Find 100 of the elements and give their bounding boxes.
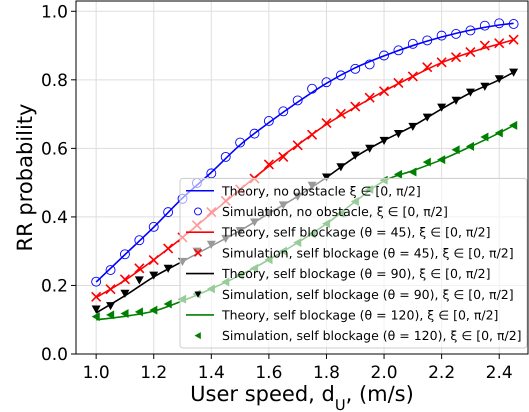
- legend-label: Simulation, self blockage (θ = 90), ξ ∈ [0, π/2]: [222, 286, 514, 302]
- point: [90, 291, 102, 302]
- x-tick-label: 1.4: [198, 363, 225, 383]
- point: [105, 284, 116, 295]
- point: [450, 52, 462, 63]
- point: [192, 220, 202, 230]
- x-tick-label: 1.2: [140, 363, 168, 383]
- point: [380, 136, 389, 145]
- point: [120, 274, 130, 285]
- point: [508, 19, 519, 29]
- point: [278, 152, 289, 162]
- point: [178, 294, 186, 304]
- point: [494, 75, 504, 84]
- point: [378, 86, 390, 96]
- point: [249, 173, 260, 184]
- point: [278, 106, 288, 116]
- point: [307, 84, 318, 94]
- point: [92, 312, 100, 322]
- point: [350, 101, 361, 112]
- point: [494, 38, 505, 48]
- point: [452, 145, 460, 154]
- point: [480, 40, 490, 51]
- point: [206, 206, 217, 218]
- point: [422, 35, 432, 46]
- point: [106, 265, 116, 275]
- x-tick-label: 1.8: [312, 363, 340, 383]
- point: [306, 129, 318, 140]
- y-tick-label: 0.8: [40, 70, 68, 91]
- point: [321, 118, 332, 128]
- point: [451, 28, 461, 39]
- point: [465, 46, 476, 58]
- point: [365, 144, 374, 153]
- y-tick-label: 0.6: [40, 139, 68, 160]
- point: [292, 95, 303, 106]
- legend-label: Theory, no obstacle ξ ∈ [0, π/2]: [221, 183, 421, 198]
- point: [91, 276, 102, 287]
- y-tick-label: 0.4: [40, 208, 68, 228]
- point: [422, 62, 433, 72]
- point: [162, 243, 174, 254]
- y-axis-title: RR probability: [13, 104, 37, 252]
- point: [394, 130, 403, 138]
- point: [250, 218, 259, 227]
- point: [148, 222, 159, 232]
- point: [206, 284, 215, 294]
- point: [250, 128, 260, 139]
- point: [437, 104, 446, 112]
- point: [192, 178, 202, 188]
- x-tick-label: 2.2: [428, 363, 456, 383]
- point: [149, 306, 158, 315]
- point: [480, 132, 488, 142]
- legend-label: Theory, self blockage (θ = 45), ξ ∈ [0, π/2]: [221, 224, 490, 240]
- point: [394, 170, 402, 179]
- point: [164, 264, 173, 273]
- point: [106, 310, 114, 320]
- point: [164, 299, 172, 308]
- point: [393, 78, 404, 88]
- point: [494, 128, 503, 138]
- y-tick-label: 1.0: [40, 2, 68, 22]
- point: [336, 108, 346, 120]
- x-tick-label: 1.0: [82, 363, 110, 383]
- point: [422, 158, 431, 167]
- x-tick-label: 2.0: [370, 363, 398, 383]
- point: [509, 68, 518, 77]
- point: [408, 122, 418, 131]
- point: [509, 120, 518, 130]
- point: [350, 152, 360, 160]
- point: [379, 50, 389, 60]
- point: [206, 240, 216, 249]
- point: [149, 272, 158, 280]
- point: [508, 34, 519, 46]
- point: [134, 263, 145, 274]
- point: [350, 64, 360, 74]
- point: [120, 309, 129, 318]
- point: [206, 168, 216, 178]
- x-axis-title: User speed, d$_{U}$, (m/s): [190, 382, 414, 412]
- point: [178, 258, 188, 266]
- point: [466, 88, 475, 97]
- point: [408, 168, 416, 177]
- point: [322, 174, 331, 182]
- legend-label: Simulation, self blockage (θ = 120), ξ ∈ [0, π/2]: [222, 328, 522, 344]
- point: [120, 290, 130, 298]
- point: [148, 254, 160, 266]
- y-tick-label: 0.0: [40, 345, 68, 365]
- point: [163, 207, 174, 218]
- point: [336, 163, 346, 172]
- point: [465, 26, 476, 36]
- point: [452, 96, 461, 105]
- point: [494, 18, 504, 28]
- point: [322, 77, 332, 88]
- point: [293, 238, 302, 248]
- point: [393, 45, 404, 56]
- point: [292, 140, 303, 151]
- point: [364, 59, 375, 70]
- y-tick-label: 0.2: [40, 276, 68, 296]
- point: [364, 92, 375, 103]
- point: [480, 20, 490, 31]
- point: [134, 276, 144, 284]
- x-tick-label: 2.4: [486, 363, 513, 383]
- point: [92, 306, 101, 314]
- point: [336, 70, 346, 80]
